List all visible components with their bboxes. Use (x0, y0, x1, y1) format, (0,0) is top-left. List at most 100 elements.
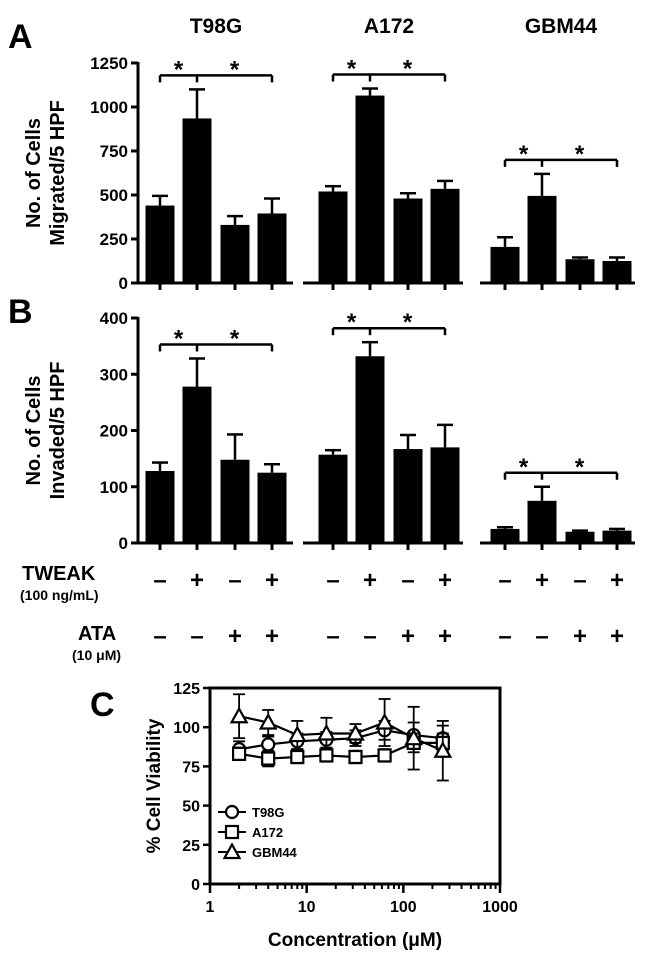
significance-star: * (403, 56, 413, 83)
significance-star: * (347, 309, 357, 336)
bar (318, 454, 348, 543)
legend-marker-t98g (224, 804, 240, 820)
minus-sign: – (326, 623, 339, 650)
y-tick-label: 250 (100, 230, 128, 249)
legend-label-t98g: T98G (252, 805, 285, 820)
minus-sign: – (498, 567, 511, 594)
panel-a-chart: A 0 250 500 750 1000 1250 No. of Cells Migrated/… (8, 15, 635, 293)
significance-star: * (575, 141, 585, 168)
plus-sign: + (610, 623, 624, 650)
cell-line-title-gbm44: GBM44 (525, 15, 598, 38)
minus-sign: – (190, 623, 203, 650)
minus-sign: – (498, 623, 511, 650)
x-tick-label: 10 (298, 899, 316, 916)
legend-label-a172: A172 (252, 825, 283, 840)
data-point-a172 (377, 748, 392, 763)
y-tick-label: 0 (119, 534, 128, 553)
y-tick-label: 75 (182, 759, 200, 776)
y-tick-label: 50 (182, 799, 200, 816)
data-point-a172 (290, 749, 305, 765)
minus-sign: – (401, 567, 414, 594)
panel-c-chart: C 0 25 50 75 100 125 1 10 100 1000 Concentration (μ… (90, 681, 518, 951)
legend-marker-gbm44 (222, 842, 242, 860)
bar (220, 459, 250, 543)
bar (602, 530, 632, 543)
bar (220, 224, 250, 283)
data-point-t98g (261, 737, 276, 752)
bar (565, 259, 595, 283)
panel-b-chart: B 0 100 200 300 400 No. of Cells Invaded/5 HPF *… (8, 293, 635, 553)
x-tick-label: 100 (390, 899, 417, 916)
minus-sign: – (363, 623, 376, 650)
cell-line-title-a172: A172 (364, 15, 414, 38)
panel-letter-b: B (8, 293, 33, 331)
significance-star: * (575, 454, 585, 481)
data-point-a172 (261, 751, 276, 766)
y-tick-label: 100 (100, 478, 128, 497)
minus-sign: – (573, 567, 586, 594)
bar (182, 118, 212, 283)
legend-marker-a172 (224, 824, 240, 840)
data-point-a172 (348, 749, 363, 765)
significance-star: * (230, 326, 240, 353)
y-tick-label: 500 (100, 186, 128, 205)
plus-sign: + (438, 567, 452, 594)
y-tick-label: 400 (100, 309, 128, 328)
plus-sign: + (535, 567, 549, 594)
bar (527, 500, 557, 543)
y-axis-label-line1: No. of Cells (23, 118, 45, 228)
y-axis-label-line1: No. of Cells (23, 375, 45, 485)
panel-letter-c: C (90, 686, 115, 724)
data-point-gbm44 (375, 712, 394, 730)
plus-sign: + (363, 567, 377, 594)
plus-sign: + (573, 623, 587, 650)
data-point-gbm44 (433, 740, 453, 758)
bar (145, 471, 175, 543)
plus-sign: + (401, 623, 415, 650)
y-tick-label: 750 (100, 142, 128, 161)
bar (393, 449, 423, 543)
ata-label: ATA (78, 623, 116, 645)
bar (257, 472, 287, 543)
bar (393, 198, 423, 283)
minus-sign: – (153, 623, 166, 650)
y-tick-label: 0 (119, 274, 128, 293)
cell-line-title-t98g: T98G (190, 15, 243, 38)
plus-sign: + (190, 567, 204, 594)
bar (355, 95, 385, 283)
y-axis-label-line2: Migrated/5 HPF (47, 100, 69, 246)
significance-star: * (403, 309, 413, 336)
bar (355, 356, 385, 543)
bar (182, 386, 212, 543)
data-point-gbm44 (346, 723, 365, 741)
significance-star: * (519, 454, 529, 481)
minus-sign: – (535, 623, 548, 650)
significance-star: * (230, 56, 240, 83)
plus-sign: + (438, 623, 452, 650)
bar (430, 447, 460, 543)
bar (565, 531, 595, 543)
bar (490, 528, 520, 543)
data-point-gbm44 (258, 712, 278, 730)
y-tick-label: 0 (191, 877, 200, 894)
plus-sign: + (265, 567, 279, 594)
y-tick-label: 300 (100, 365, 128, 384)
panel-letter-a: A (8, 18, 33, 56)
data-point-gbm44 (287, 725, 307, 743)
x-tick-label: 1000 (482, 899, 518, 916)
plus-sign: + (228, 623, 242, 650)
data-point-gbm44 (317, 723, 336, 741)
significance-star: * (347, 56, 357, 83)
bar (527, 195, 557, 283)
data-point-a172 (319, 748, 334, 763)
plot-frame (208, 686, 502, 886)
minus-sign: – (153, 567, 166, 594)
legend-label-gbm44: GBM44 (252, 845, 298, 860)
y-tick-label: 125 (173, 681, 200, 698)
x-tick-label: 1 (206, 899, 215, 916)
plus-sign: + (610, 567, 624, 594)
y-tick-label: 25 (182, 838, 200, 855)
significance-star: * (174, 326, 184, 353)
minus-sign: – (326, 567, 339, 594)
